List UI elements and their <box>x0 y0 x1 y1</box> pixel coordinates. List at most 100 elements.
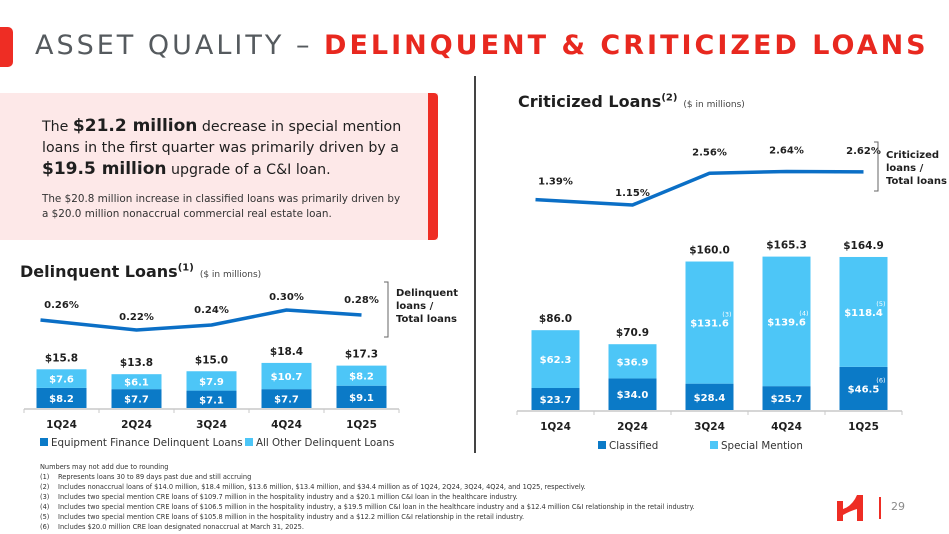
footnote-item: (3) Includes two special mention CRE loan… <box>40 492 695 502</box>
footnote-number: (1) <box>40 473 50 481</box>
delinquent-chart-title: Delinquent Loans(1) ($ in millions) <box>20 262 261 281</box>
bar-segment-label: $46.5 <box>848 384 880 395</box>
delinquent-loans-chart: $8.2 $7.6 $15.8 1Q24 $7.7 $6.1 $13.8 2Q24 $7.1 $7… <box>23 281 458 449</box>
bar-total-label: $18.4 <box>270 346 303 358</box>
footnote-text: Includes two special mention CRE loans o… <box>58 503 695 511</box>
bar-segment-bottom <box>111 389 162 408</box>
bar-segment-label: $131.6 <box>690 319 729 330</box>
bar-total-label: $13.8 <box>120 357 153 369</box>
callout-sub-text: The $20.8 million increase in classified… <box>42 193 401 220</box>
legend-label: Special Mention <box>721 440 803 452</box>
bar-segment-top <box>336 365 387 386</box>
ratio-point-label: 2.56% <box>692 147 727 158</box>
ratio-side-label: Total loans <box>886 176 947 187</box>
x-tick-label: 1Q24 <box>540 421 571 433</box>
bar-footnote-marker: (6) <box>876 376 885 384</box>
footnote-number: (5) <box>40 513 50 521</box>
ratio-line <box>40 308 362 332</box>
delinquent-title-text: Delinquent Loans <box>20 262 178 281</box>
footnote-item: (6) Includes $20.0 million CRE loan desig… <box>40 522 695 532</box>
criticized-loans-chart: $23.7 $62.3 $86.0 1Q24 $34.0 $36.9 $70.9 2Q24 $2… <box>516 141 947 452</box>
bar-segment-bottom <box>336 385 387 408</box>
footnote-number: (2) <box>40 483 50 491</box>
ratio-point-label: 0.26% <box>44 300 79 311</box>
x-tick-label: 4Q24 <box>271 419 302 431</box>
bar-segment-top <box>762 256 811 387</box>
ratio-point-label: 0.28% <box>344 295 379 306</box>
callout-text-2: decrease in special mention loans in the… <box>42 119 402 156</box>
page-title-part1: ASSET QUALITY – <box>35 30 325 61</box>
bar-segment-label: $8.2 <box>49 394 74 405</box>
bar-segment-top <box>531 330 580 389</box>
bar-segment-bottom <box>608 378 657 410</box>
bar-segment-label: $6.1 <box>124 378 149 389</box>
legend-label: All Other Delinquent Loans <box>256 437 394 449</box>
legend-swatch <box>245 438 253 446</box>
ratio-point-label: 2.62% <box>846 146 881 157</box>
bar-segment-label: $62.3 <box>540 355 572 366</box>
bar-segment-top <box>261 362 312 390</box>
callout-main-text: The $21.2 million decrease in special me… <box>42 116 422 181</box>
x-tick-label: 3Q24 <box>694 421 725 433</box>
ratio-side-label: Criticized <box>886 150 939 161</box>
bar-segment-label: $7.6 <box>49 375 74 386</box>
ratio-point-label: 0.22% <box>119 312 154 323</box>
bar-segment-bottom <box>36 387 87 408</box>
ratio-side-label: Delinquent <box>396 288 458 299</box>
bar-segment-label: $118.4 <box>844 308 883 319</box>
footnote-item: (4) Includes two special mention CRE loan… <box>40 502 695 512</box>
bar-segment-label: $7.7 <box>124 395 149 406</box>
callout-text-3: upgrade of a C&I loan. <box>166 162 331 178</box>
callout-box <box>0 93 438 240</box>
bar-total-label: $17.3 <box>345 349 378 361</box>
title-accent-tab <box>0 27 13 67</box>
bar-segment-bottom <box>762 386 811 410</box>
x-tick-label: 3Q24 <box>196 419 227 431</box>
footnote-text: Includes two special mention CRE loans o… <box>58 493 518 501</box>
ratio-side-label: loans / <box>886 163 924 174</box>
footnotes: Numbers may not add due to rounding (1) R… <box>40 462 695 532</box>
x-tick-label: 2Q24 <box>617 421 648 433</box>
page-title: ASSET QUALITY – DELINQUENT & CRITICIZED … <box>35 30 929 61</box>
bar-segment-label: $9.1 <box>349 393 374 404</box>
page-number: 29 <box>891 500 905 513</box>
bar-segment-bottom <box>186 390 237 408</box>
bar-segment-top <box>839 256 888 367</box>
bar-segment-top <box>36 369 87 388</box>
footnote-text: Represents loans 30 to 89 days past due … <box>58 473 252 481</box>
bar-segment-label: $7.9 <box>199 377 224 388</box>
criticized-chart-title: Criticized Loans(2) ($ in millions) <box>518 92 745 111</box>
bar-total-label: $160.0 <box>689 245 730 257</box>
footnote-item: (2) Includes nonaccrual loans of $14.0 mi… <box>40 482 695 492</box>
bar-segment-bottom <box>531 388 580 410</box>
footnote-number: (6) <box>40 523 50 531</box>
delinquent-unit-note: ($ in millions) <box>199 270 262 280</box>
bar-segment-label: $25.7 <box>771 394 803 405</box>
bar-total-label: $70.9 <box>616 327 649 339</box>
ratio-bracket <box>384 281 389 338</box>
bar-segment-bottom <box>261 389 312 408</box>
ratio-point-label: 1.39% <box>538 177 573 188</box>
callout-accent-bar <box>428 93 438 240</box>
bar-segment-label: $139.6 <box>767 317 806 328</box>
vertical-divider <box>474 76 476 453</box>
ratio-side-label: loans / <box>396 301 434 312</box>
bar-segment-top <box>111 374 162 390</box>
legend-swatch <box>40 438 48 446</box>
x-tick-label: 1Q25 <box>848 421 879 433</box>
bar-segment-label: $36.9 <box>617 357 649 368</box>
bar-total-label: $15.0 <box>195 354 228 366</box>
ratio-side-label: Total loans <box>396 314 457 325</box>
bar-segment-label: $28.4 <box>694 393 726 404</box>
bar-segment-label: $7.7 <box>274 395 299 406</box>
bar-total-label: $86.0 <box>539 313 572 325</box>
bar-segment-label: $8.2 <box>349 372 374 383</box>
legend-label: Classified <box>609 440 658 452</box>
callout-bold-1: $21.2 million <box>72 116 198 136</box>
page-title-part2: DELINQUENT & CRITICIZED LOANS <box>324 30 929 61</box>
footnote-text: Includes nonaccrual loans of $14.0 milli… <box>58 483 586 491</box>
criticized-title-text: Criticized Loans <box>518 92 662 111</box>
legend-swatch <box>710 441 718 449</box>
ratio-point-label: 0.24% <box>194 305 229 316</box>
x-tick-label: 1Q24 <box>46 419 77 431</box>
